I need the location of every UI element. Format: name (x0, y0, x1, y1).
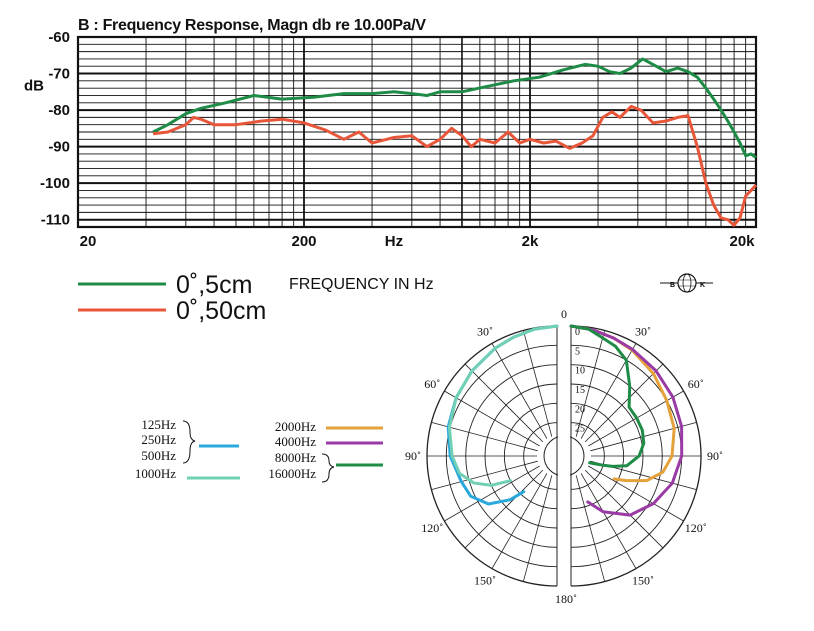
polar-radial-label: 5 (575, 346, 580, 357)
polar-series-4 (569, 324, 646, 468)
polar-spoke (444, 465, 540, 522)
x-axis-caption: FREQUENCY IN Hz (289, 276, 434, 293)
polar-gap (558, 324, 570, 588)
polar-angle-label-right: 60˚ (688, 377, 704, 391)
x-tick-label: 200 (291, 233, 316, 250)
logo-letter: B (670, 282, 675, 289)
polar-angle-label-right: 30˚ (635, 324, 651, 338)
polar-angle-label-left: 120˚ (421, 521, 443, 535)
polar-radial-label: 25 (575, 424, 585, 435)
brace-right (321, 453, 335, 483)
polar-radial-label: 15 (575, 385, 585, 396)
logo-globe (677, 273, 697, 293)
plot-frame (76, 35, 758, 229)
polar-series-1 (447, 324, 559, 487)
series-line-0deg-50cm (152, 104, 758, 227)
polar-series-2 (569, 324, 676, 483)
x-tick-label: 20k (729, 233, 755, 250)
x-tick-label: 2k (522, 233, 539, 250)
polar-spoke (464, 469, 544, 549)
polar-legend-label: 250Hz (141, 432, 176, 447)
y-tick-label: -90 (48, 139, 70, 156)
polar-legend-label: 2000Hz (275, 419, 316, 434)
polar-pattern-chart: dB05101520250180˚30˚30˚60˚60˚90˚90˚120˚1… (405, 307, 723, 606)
series-line-0deg-5cm (152, 57, 757, 159)
y-tick-label: -80 (48, 102, 70, 119)
polar-spoke (584, 469, 664, 549)
polar-top-label: 0 (561, 307, 567, 321)
polar-series-3 (569, 324, 684, 517)
polar-legend-label: 500Hz (141, 448, 176, 463)
x-tick-label: Hz (385, 233, 403, 250)
logo-meridian (682, 273, 692, 293)
x-tick-label: 20 (80, 233, 97, 250)
polar-spoke (580, 473, 637, 569)
polar-radial-label: 0 (575, 327, 580, 338)
legend-label: 0˚,50cm (176, 297, 266, 325)
polar-angle-label-left: 150˚ (474, 574, 496, 588)
polar-spoke (491, 343, 548, 439)
polar-spoke (522, 330, 553, 437)
polar-spoke (575, 475, 606, 582)
polar-spoke (444, 390, 540, 447)
polar-angle-label-left: 60˚ (424, 377, 440, 391)
polar-legend-label: 8000Hz (275, 450, 316, 465)
polar-angle-label-left: 30˚ (477, 324, 493, 338)
polar-angle-label-left: 90˚ (405, 449, 421, 463)
logo-letter: K (700, 282, 705, 289)
brace-left (182, 420, 196, 464)
y-tick-label: -100 (40, 175, 70, 192)
polar-spoke (464, 363, 544, 443)
y-tick-label: -60 (48, 29, 70, 46)
legend-label: 0˚,5cm (176, 271, 252, 299)
polar-angle-label-right: 120˚ (685, 521, 707, 535)
polar-legend-label: 1000Hz (135, 466, 176, 481)
y-tick-label: -110 (41, 212, 70, 229)
chart-title: B : Frequency Response, Magn db re 10.00… (78, 17, 426, 34)
polar-spoke (584, 363, 664, 443)
y-tick-label: -70 (48, 66, 70, 83)
y-axis-label: dB (24, 78, 44, 95)
polar-legend-label: 16000Hz (268, 466, 316, 481)
polar-spoke (588, 465, 684, 522)
polar-legend-label: 4000Hz (275, 434, 316, 449)
polar-spoke (491, 473, 548, 569)
polar-bottom-label: 180˚ (555, 592, 577, 606)
polar-legend-label: 125Hz (141, 417, 176, 432)
polar-angle-label-right: 150˚ (632, 574, 654, 588)
polar-angle-label-right: 90˚ (707, 449, 723, 463)
polar-spoke (522, 475, 553, 582)
polar-spoke (575, 330, 606, 437)
polar-radial-label: 20 (575, 404, 585, 415)
polar-radial-label: 10 (575, 366, 585, 377)
polar-spoke (431, 460, 538, 491)
polar-spoke (580, 343, 637, 439)
frequency-response-chart: -60 -70 -80 -90 -100 -110 dB 20 200 Hz 2k 20k (24, 29, 758, 250)
